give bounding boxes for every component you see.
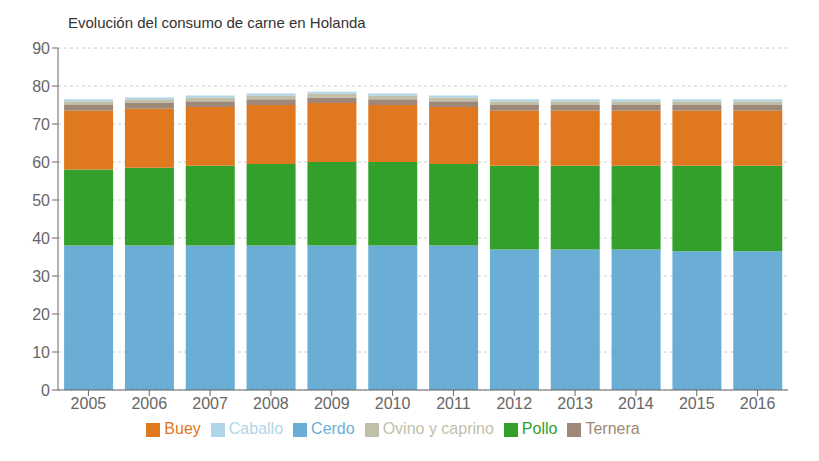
svg-text:2013: 2013	[557, 395, 593, 412]
svg-text:40: 40	[32, 230, 50, 247]
svg-text:2006: 2006	[131, 395, 167, 412]
svg-text:60: 60	[32, 154, 50, 171]
svg-text:20: 20	[32, 306, 50, 323]
svg-text:2010: 2010	[375, 395, 411, 412]
svg-text:80: 80	[32, 78, 50, 95]
html-text:Cerdo: Cerdo	[311, 420, 355, 437]
svg-text:2008: 2008	[253, 395, 289, 412]
svg-text:2009: 2009	[314, 395, 350, 412]
svg-text:2016: 2016	[740, 395, 776, 412]
html-text:Ternera: Ternera	[585, 420, 640, 437]
svg-text:0: 0	[41, 382, 50, 399]
svg-text:2005: 2005	[71, 395, 107, 412]
svg-text:2012: 2012	[496, 395, 532, 412]
svg-text:70: 70	[32, 116, 50, 133]
svg-text:2007: 2007	[192, 395, 228, 412]
svg-text:2011: 2011	[436, 395, 471, 412]
svg-text:30: 30	[32, 268, 50, 285]
html-text:Buey: Buey	[164, 420, 201, 437]
svg-text:2015: 2015	[679, 395, 715, 412]
svg-text:2014: 2014	[618, 395, 654, 412]
html-text:Evolución del consumo de carne: Evolución del consumo de carne en Holand…	[68, 14, 366, 31]
html-text:Pollo: Pollo	[521, 420, 558, 437]
svg-text:10: 10	[32, 344, 50, 361]
html-text:Caballo: Caballo	[228, 420, 284, 437]
svg-text:50: 50	[32, 192, 50, 209]
svg-text:90: 90	[32, 40, 50, 57]
html-text:Ovino y caprino: Ovino y caprino	[382, 420, 494, 437]
